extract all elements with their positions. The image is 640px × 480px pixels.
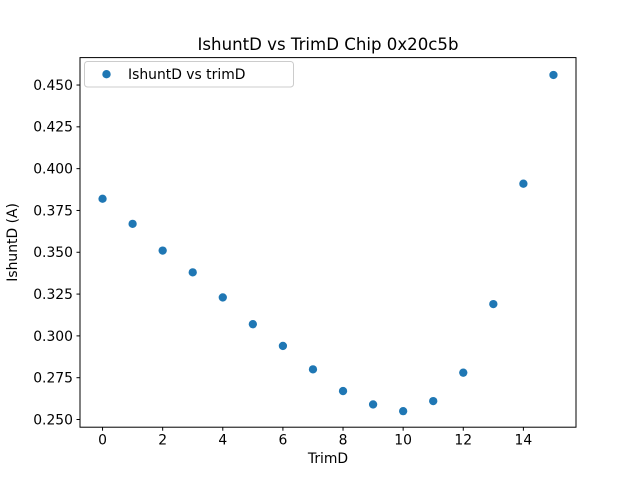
legend-label: IshuntD vs trimD: [128, 67, 245, 83]
scatter-point: [489, 299, 498, 309]
y-tick-label: 0.350: [33, 245, 73, 261]
scatter-point: [459, 368, 468, 377]
y-tick-label: 0.325: [33, 287, 73, 303]
y-tick-label: 0.375: [33, 203, 73, 219]
y-tick-label: 0.250: [33, 412, 73, 428]
scatter-point: [278, 341, 288, 351]
scatter-point: [519, 179, 528, 188]
x-tick-label: 0: [98, 433, 107, 449]
y-tick-label: 0.275: [33, 371, 73, 387]
scatter-point: [429, 396, 438, 406]
x-tick-label: 2: [158, 433, 167, 449]
scatter-point: [158, 246, 167, 255]
chart-title: IshuntD vs TrimD Chip 0x20c5b: [198, 35, 459, 54]
y-tick-label: 0.300: [33, 329, 73, 345]
scatter-point: [399, 406, 408, 416]
x-tick-label: 12: [454, 433, 472, 449]
y-tick-label: 0.450: [33, 78, 73, 94]
scatter-point: [188, 268, 197, 277]
scatter-point: [368, 400, 378, 409]
x-tick-label: 10: [394, 433, 412, 449]
scatter-point: [338, 386, 348, 396]
x-tick-label: 14: [515, 433, 533, 449]
y-axis-label: IshuntD (A): [5, 203, 21, 282]
axes-generated-content: 0 2 4 6 8 10 12 14 0.250 0.275 0.300 0.325 0.350 0.37…: [33, 57, 577, 449]
y-tick-label: 0.400: [33, 162, 73, 178]
legend-frame: [84, 61, 294, 88]
x-axis-label: TrimD: [307, 451, 348, 467]
legend: IshuntD vs trimD: [84, 61, 294, 88]
x-tick-label: 6: [278, 433, 287, 449]
x-tick-label: 8: [339, 433, 348, 449]
scatter-point: [128, 219, 137, 228]
scatter-point: [248, 320, 257, 329]
axes-frame: [79, 57, 577, 428]
scatter-point: [98, 194, 107, 203]
scatter-point: [549, 70, 558, 80]
scatter-point: [218, 293, 227, 302]
scatter-point: [308, 365, 318, 374]
legend-marker-icon: [102, 70, 111, 79]
x-tick-label: 4: [218, 433, 227, 449]
y-tick-label: 0.425: [33, 120, 73, 136]
